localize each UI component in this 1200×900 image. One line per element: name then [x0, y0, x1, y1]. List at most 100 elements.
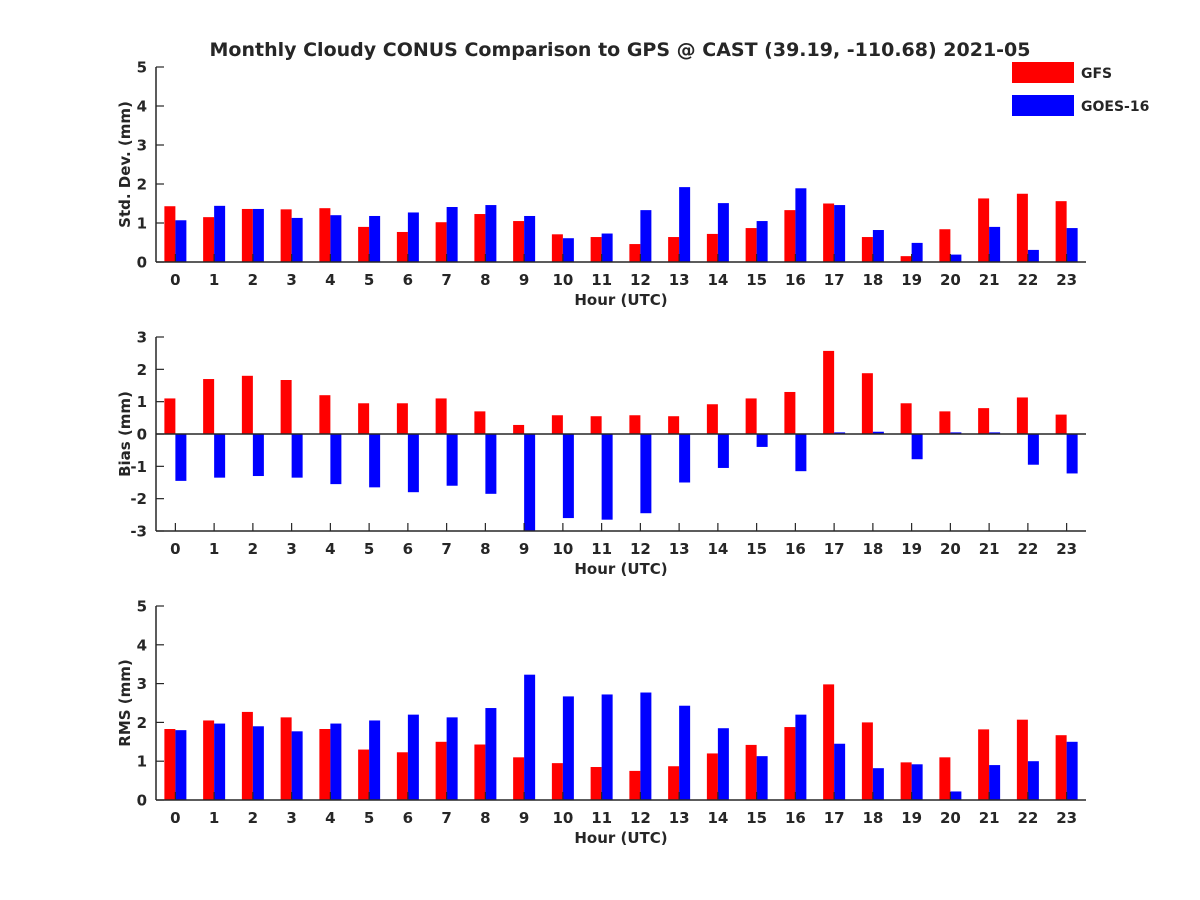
rms-bar-gfs-18 — [861, 722, 873, 800]
bias-x-tick-label: 2 — [248, 540, 258, 558]
rms-x-tick-label: 20 — [940, 809, 961, 827]
bias-bar-gfs-10 — [551, 415, 563, 434]
rms-x-tick-label: 17 — [824, 809, 845, 827]
bias-x-tick-label: 19 — [901, 540, 922, 558]
bias-bar-goes16-21 — [989, 432, 1001, 434]
std-dev-bar-goes16-7 — [446, 207, 458, 262]
bias-x-tick-label: 0 — [170, 540, 180, 558]
rms-x-tick-label: 16 — [785, 809, 806, 827]
rms-bar-gfs-20 — [939, 757, 951, 800]
std-dev-bar-goes16-1 — [214, 205, 226, 262]
rms-bar-goes16-4 — [330, 723, 342, 800]
rms-y-tick-label: 1 — [137, 753, 147, 771]
bias-bar-gfs-11 — [590, 416, 602, 434]
bias-x-tick-label: 7 — [441, 540, 451, 558]
legend-swatch-goes16 — [1012, 95, 1074, 116]
legend-label-goes16: GOES-16 — [1081, 99, 1149, 115]
std-dev-bar-goes16-11 — [601, 233, 613, 262]
std-dev-y-tick-label: 4 — [137, 98, 147, 116]
std-dev-bar-goes16-8 — [485, 205, 497, 262]
std-dev-bar-gfs-13 — [668, 237, 680, 262]
rms-x-tick-label: 6 — [403, 809, 413, 827]
rms-bar-goes16-22 — [1027, 761, 1039, 800]
bias-bar-gfs-14 — [706, 404, 718, 434]
std-dev-x-tick-label: 15 — [746, 271, 767, 289]
rms-bar-gfs-19 — [900, 762, 912, 800]
bias-x-tick-label: 6 — [403, 540, 413, 558]
rms-x-tick-label: 7 — [441, 809, 451, 827]
bias-x-tick-label: 16 — [785, 540, 806, 558]
std-dev-x-tick-label: 18 — [862, 271, 883, 289]
rms-x-tick-label: 4 — [325, 809, 335, 827]
bias-x-tick-label: 22 — [1017, 540, 1038, 558]
rms-y-tick-label: 0 — [137, 792, 147, 810]
std-dev-bar-gfs-9 — [513, 221, 525, 262]
std-dev-bar-gfs-19 — [900, 256, 912, 262]
bias-bar-gfs-6 — [396, 403, 408, 434]
std-dev-bar-gfs-5 — [358, 226, 370, 262]
std-dev-y-tick-label: 3 — [137, 137, 147, 155]
bias-x-tick-label: 8 — [480, 540, 490, 558]
chart-title: Monthly Cloudy CONUS Comparison to GPS @… — [210, 39, 1031, 61]
std-dev-x-tick-label: 20 — [940, 271, 961, 289]
std-dev-x-tick-label: 5 — [364, 271, 374, 289]
bias-x-tick-label: 3 — [286, 540, 296, 558]
bias-bar-goes16-12 — [640, 434, 652, 514]
bias-x-tick-label: 10 — [552, 540, 573, 558]
std-dev-bar-gfs-17 — [823, 203, 835, 262]
std-dev-bar-gfs-2 — [241, 208, 253, 262]
std-dev-bar-goes16-3 — [291, 217, 303, 262]
std-dev-bar-goes16-14 — [717, 203, 729, 262]
rms-bar-gfs-12 — [629, 770, 641, 800]
bias-bar-gfs-13 — [668, 416, 680, 434]
bias-bar-goes16-3 — [291, 434, 303, 478]
bias-bar-goes16-2 — [252, 434, 264, 477]
bias-x-tick-label: 20 — [940, 540, 961, 558]
std-dev-x-tick-label: 17 — [824, 271, 845, 289]
bias-x-tick-label: 11 — [591, 540, 612, 558]
rms-y-tick-label: 3 — [137, 675, 147, 693]
bias-bar-gfs-17 — [823, 350, 835, 434]
bias-bar-gfs-18 — [861, 373, 873, 434]
rms-x-tick-label: 1 — [209, 809, 219, 827]
std-dev-bar-gfs-6 — [396, 231, 408, 262]
std-dev-bar-gfs-21 — [978, 198, 990, 262]
bias-x-tick-label: 23 — [1056, 540, 1077, 558]
bias-bar-goes16-17 — [834, 432, 846, 434]
std-dev-x-tick-label: 19 — [901, 271, 922, 289]
rms-bar-goes16-2 — [252, 726, 264, 800]
rms-x-tick-label: 15 — [746, 809, 767, 827]
std-dev-bar-goes16-18 — [872, 230, 884, 262]
rms-x-tick-label: 2 — [248, 809, 258, 827]
rms-x-tick-label: 5 — [364, 809, 374, 827]
bias-bar-goes16-9 — [524, 434, 536, 531]
rms-bar-goes16-17 — [834, 743, 846, 800]
rms-bar-goes16-23 — [1066, 741, 1078, 800]
rms-bar-goes16-0 — [175, 730, 187, 800]
std-dev-x-tick-label: 0 — [170, 271, 180, 289]
bias-bar-goes16-8 — [485, 434, 497, 494]
rms-x-tick-label: 8 — [480, 809, 490, 827]
std-dev-bar-goes16-5 — [369, 215, 381, 262]
rms-bar-gfs-22 — [1016, 719, 1028, 800]
std-dev-y-tick-label: 0 — [137, 254, 147, 272]
rms-bar-gfs-15 — [745, 744, 757, 800]
std-dev-y-tick-label: 2 — [137, 176, 147, 194]
rms-bar-gfs-11 — [590, 767, 602, 800]
rms-y-axis-label: RMS (mm) — [116, 659, 134, 746]
rms-x-tick-label: 23 — [1056, 809, 1077, 827]
rms-bar-goes16-9 — [524, 674, 536, 800]
std-dev-x-tick-label: 23 — [1056, 271, 1077, 289]
bias-bar-gfs-12 — [629, 415, 641, 434]
rms-bar-goes16-21 — [989, 765, 1001, 800]
bias-bar-goes16-16 — [795, 434, 807, 472]
std-dev-bar-goes16-0 — [175, 220, 187, 262]
legend-label-gfs: GFS — [1081, 66, 1112, 82]
std-dev-bar-goes16-4 — [330, 215, 342, 262]
bias-bar-goes16-11 — [601, 434, 613, 520]
rms-y-tick-label: 2 — [137, 714, 147, 732]
bias-bar-goes16-10 — [562, 434, 574, 519]
bias-bar-gfs-1 — [203, 379, 215, 434]
std-dev-bar-goes16-19 — [911, 242, 923, 262]
